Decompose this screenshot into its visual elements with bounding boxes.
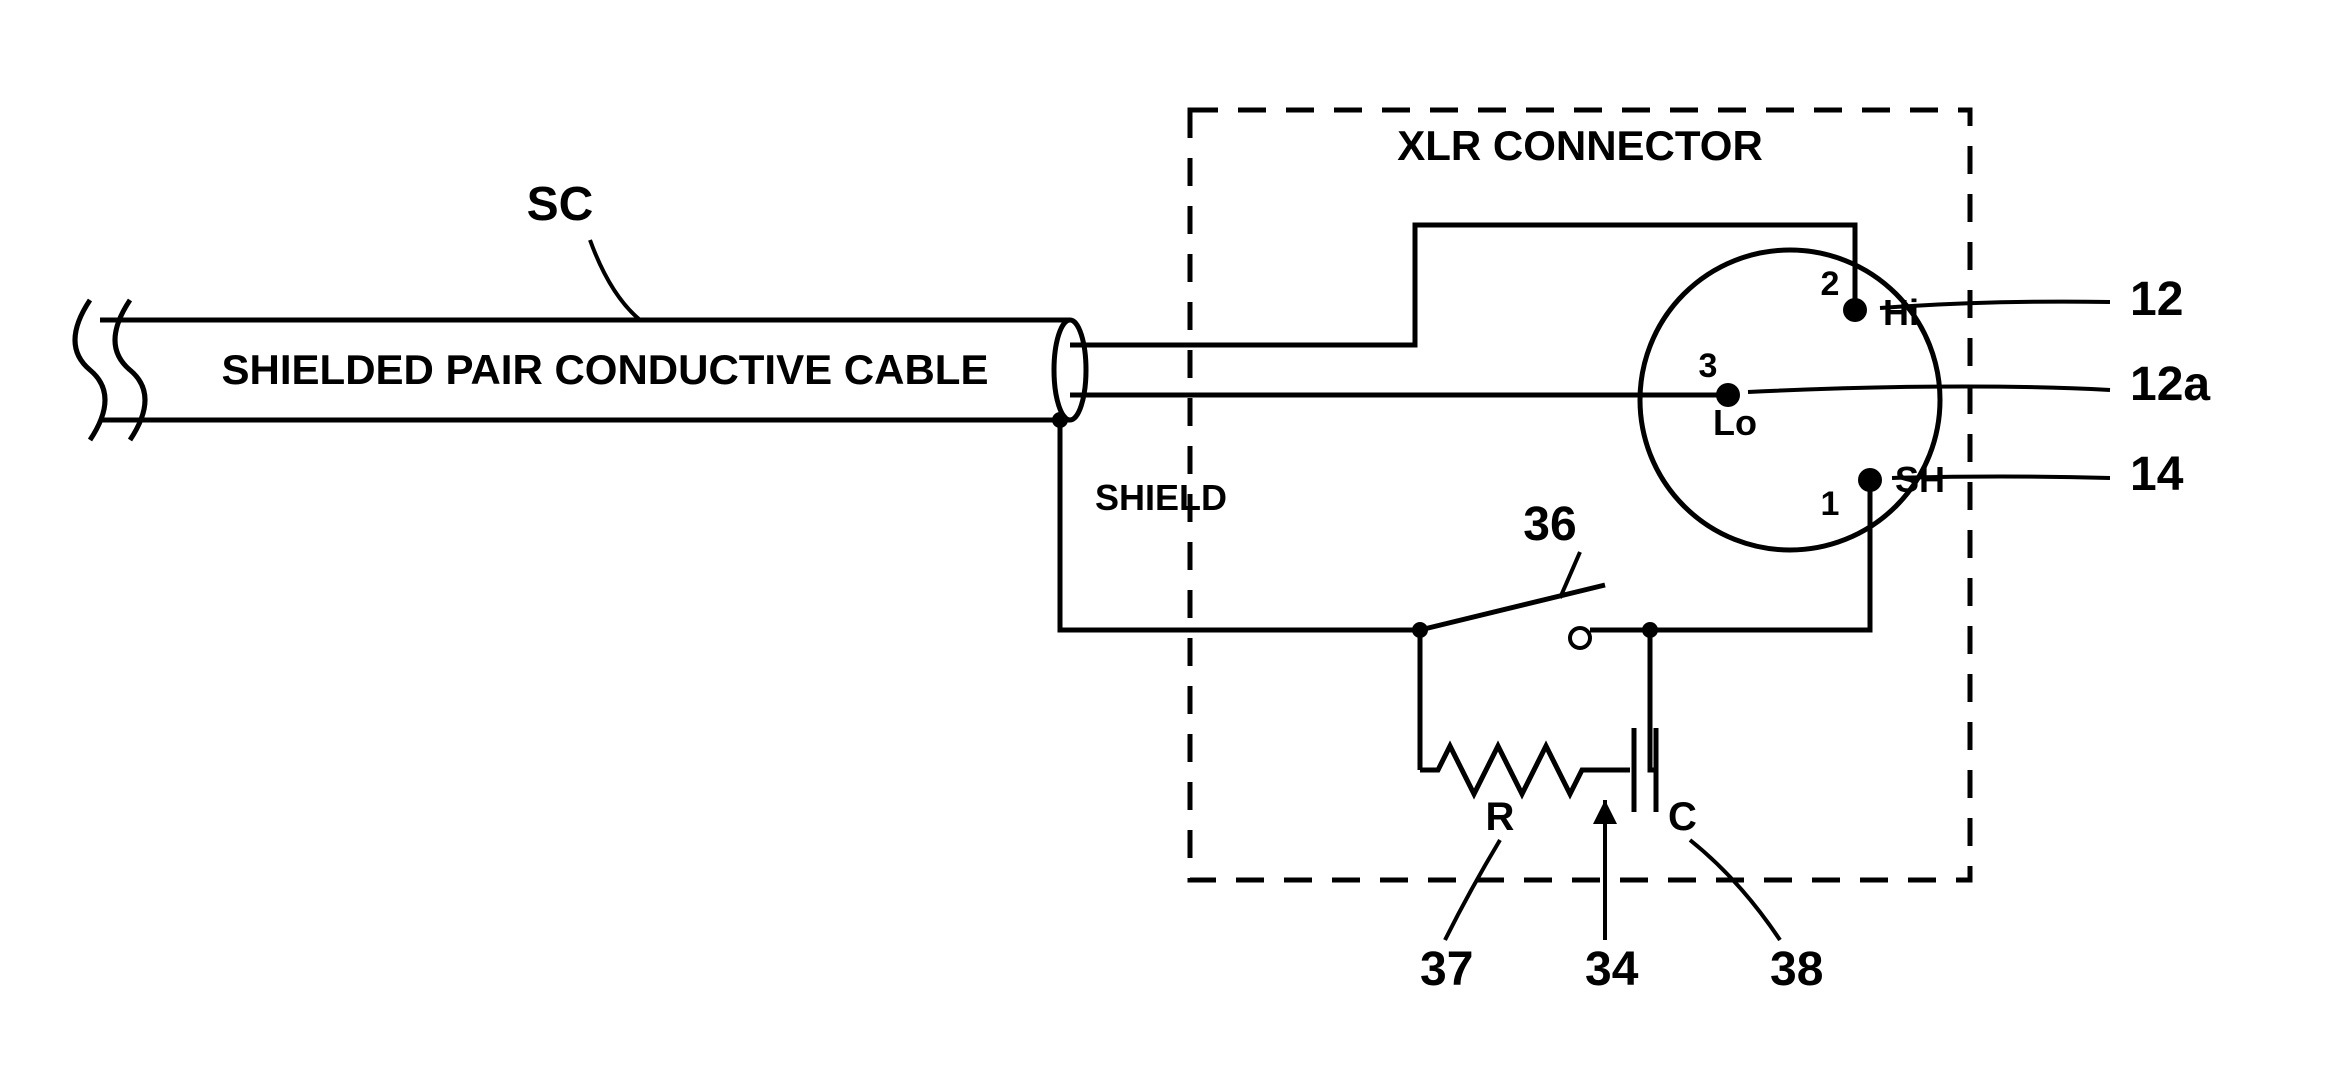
- pin-hi-name: Hi: [1883, 292, 1919, 333]
- resistor-label: R: [1486, 795, 1515, 839]
- r14-label: 14: [2130, 448, 2184, 501]
- r34-arrowhead: [1593, 800, 1617, 824]
- pin-sh-num: 1: [1821, 485, 1840, 523]
- switch-contact: [1570, 628, 1590, 648]
- wire-shield: [1060, 420, 1420, 630]
- cable-end-ellipse: [1054, 320, 1086, 420]
- resistor: [1420, 746, 1600, 794]
- shield-label: SHIELD: [1095, 477, 1227, 518]
- xlr-box-label: XLR CONNECTOR: [1397, 122, 1763, 169]
- r12a-leader: [1748, 386, 2110, 392]
- cable-text: SHIELDED PAIR CONDUCTIVE CABLE: [222, 346, 989, 393]
- r34-label: 34: [1585, 943, 1639, 996]
- switch-arm: [1420, 585, 1605, 630]
- ref-36: 36: [1523, 498, 1576, 551]
- pin-lo-name: Lo: [1713, 402, 1757, 443]
- pin-hi-num: 2: [1821, 265, 1840, 303]
- cap-label: C: [1668, 795, 1697, 839]
- r37-label: 37: [1420, 943, 1473, 996]
- sc-label: SC: [527, 178, 594, 231]
- r12a-label: 12a: [2130, 358, 2210, 411]
- r38-leader: [1690, 840, 1780, 940]
- r14-leader: [1892, 477, 2110, 479]
- r37-leader: [1445, 840, 1500, 940]
- pin-lo-num: 3: [1699, 347, 1718, 385]
- r38-label: 38: [1770, 943, 1823, 996]
- r12-label: 12: [2130, 273, 2183, 326]
- sc-leader: [590, 240, 640, 320]
